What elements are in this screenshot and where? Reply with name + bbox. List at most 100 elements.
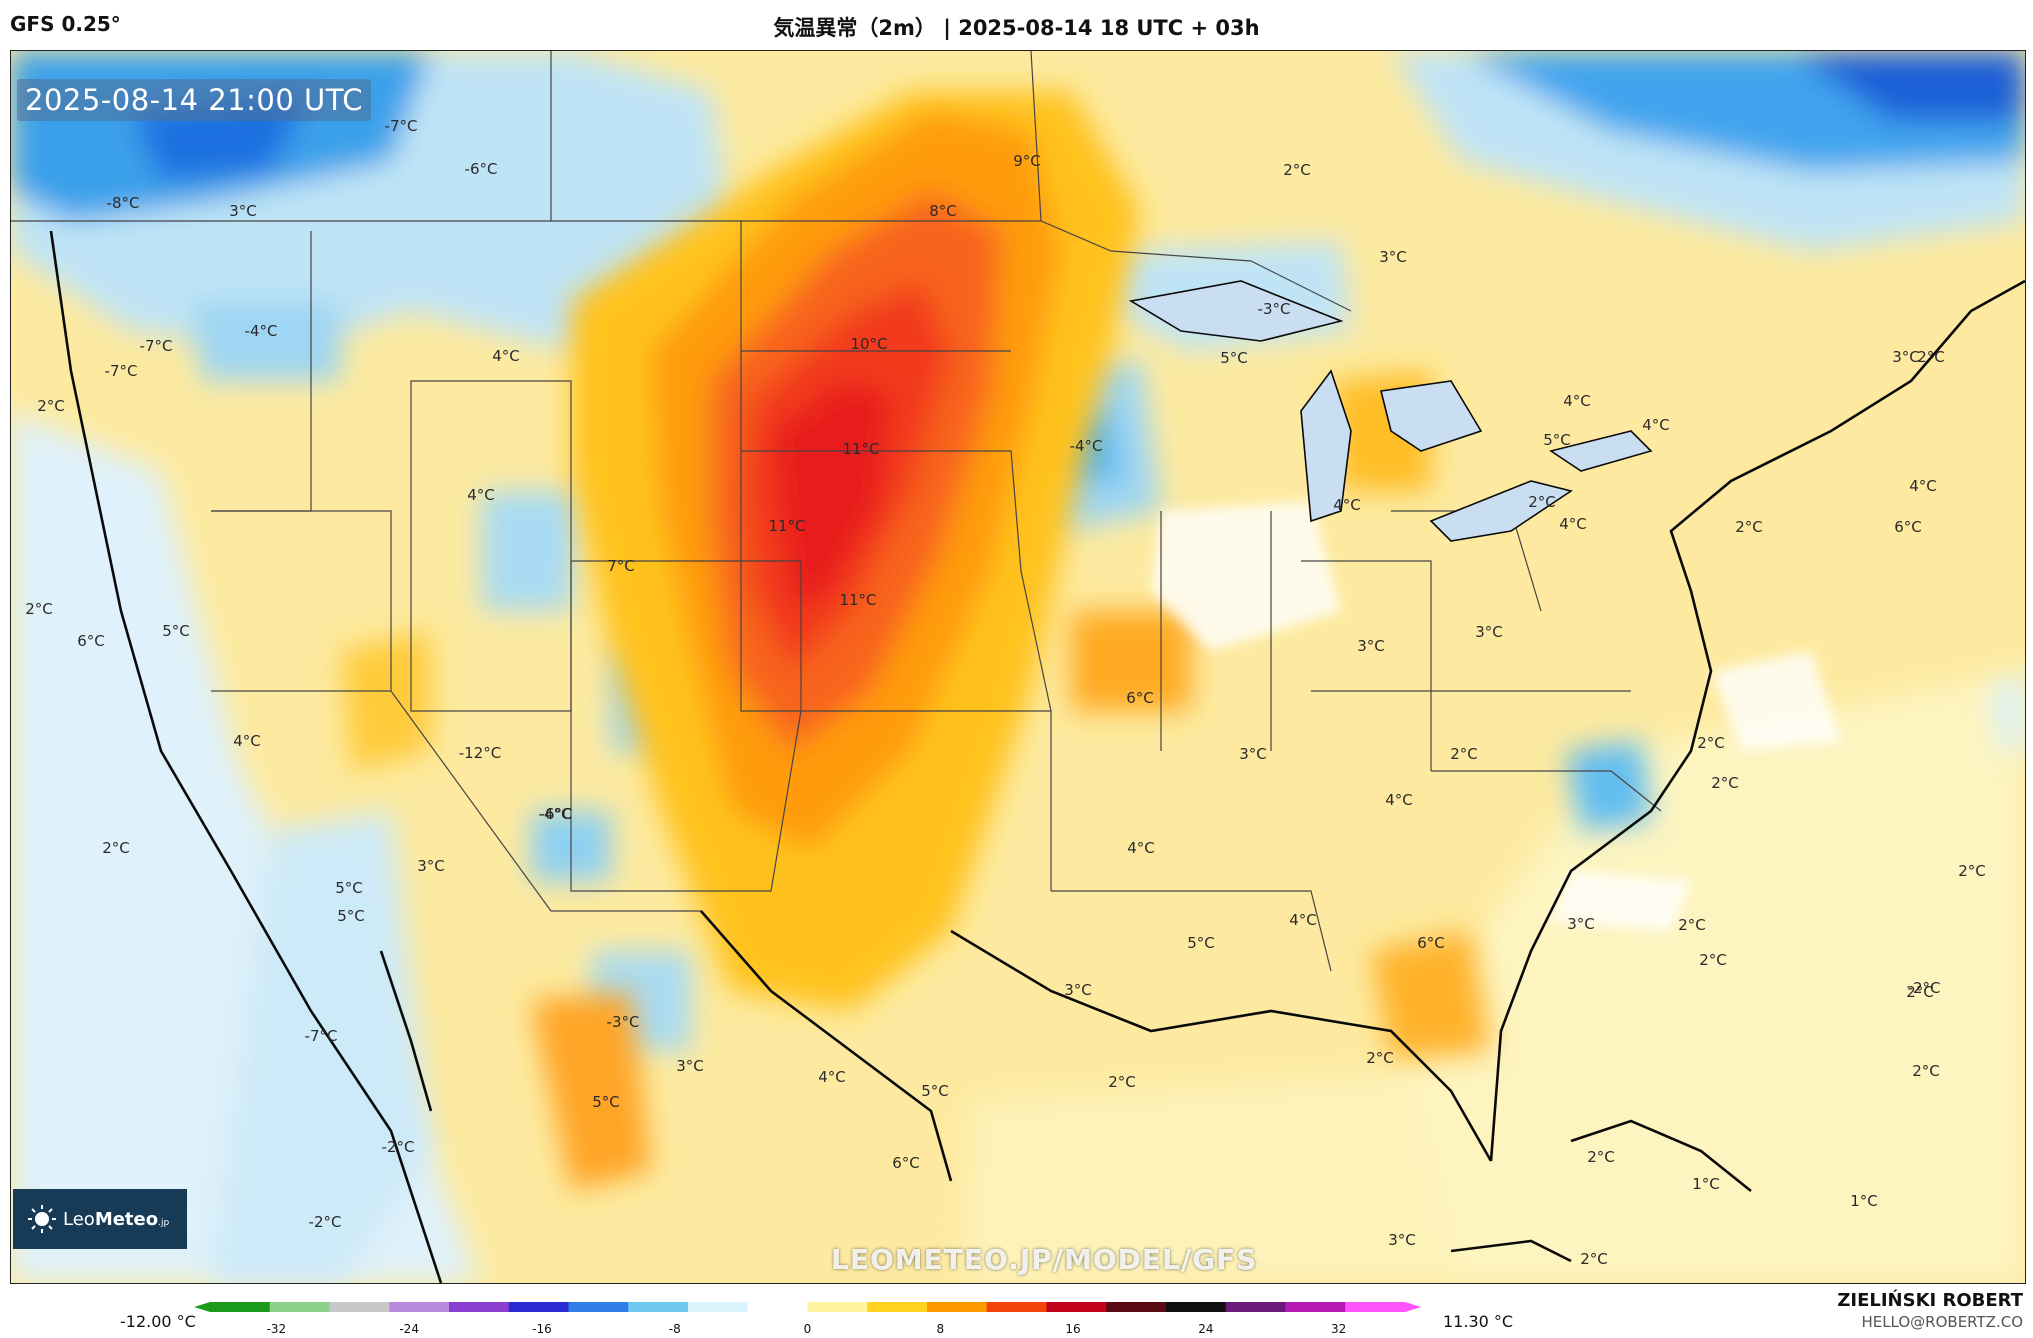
contour-label: 6°C	[1894, 518, 1922, 536]
colorbar-segment	[1106, 1302, 1167, 1312]
great-lakes	[1128, 280, 1653, 542]
contour-label: 2°C	[1580, 1250, 1608, 1268]
contour-label: -7°C	[384, 117, 418, 135]
contour-label: 5°C	[1187, 934, 1215, 952]
colorbar-tick-label: 32	[1330, 1322, 1347, 1336]
contour-label: 2°C	[1678, 916, 1706, 934]
leometeo-logo: LeoMeteo.jp	[13, 1189, 187, 1249]
colorbar-segment	[867, 1302, 928, 1312]
contour-label: 2°C	[1735, 518, 1763, 536]
contour-label: 3°C	[417, 857, 445, 875]
contour-label: -2°C	[381, 1138, 415, 1156]
contour-label: -12°C	[458, 744, 502, 762]
contour-label: -7°C	[304, 1027, 338, 1045]
author-credit: ZIELIŃSKI ROBERT HELLO@ROBERTZ.CO	[1837, 1290, 2023, 1331]
contour-label: 4°C	[818, 1068, 846, 1086]
colorbar-segment	[568, 1302, 629, 1312]
contour-label: 3°C	[1239, 745, 1267, 763]
contour-label: 4°C	[233, 732, 261, 750]
anomaly-field	[11, 51, 2025, 1283]
contour-label: 2°C	[102, 839, 130, 857]
contour-label: 3°C	[1892, 348, 1920, 366]
contour-label: 2°C	[1699, 951, 1727, 969]
contour-label: 3°C	[1388, 1231, 1416, 1249]
contour-label: -3°C	[1257, 300, 1291, 318]
contour-label: -8°C	[106, 194, 140, 212]
contour-label: 2°C	[1366, 1049, 1394, 1067]
contour-label: 2°C	[1108, 1073, 1136, 1091]
contour-label: 4°C	[1563, 392, 1591, 410]
border-lines	[11, 51, 1662, 972]
contour-label: 11°C	[839, 591, 877, 609]
contour-label: -6°C	[464, 160, 498, 178]
model-name: GFS 0.25°	[10, 12, 121, 36]
contour-label: 3°C	[1567, 915, 1595, 933]
contour-label: 10°C	[850, 335, 888, 353]
colorbar-segment	[1345, 1302, 1406, 1312]
colorbar-tick-label: 16	[1065, 1322, 1081, 1336]
contour-label: 5°C	[921, 1082, 949, 1100]
contour-label: 5°C	[1543, 431, 1571, 449]
colorbar-tick-label: -32	[266, 1322, 287, 1336]
warm-anomaly-areas	[341, 91, 1491, 1191]
colorbar-tick-label: -16	[532, 1322, 552, 1336]
colorbar-segment	[449, 1302, 510, 1312]
colorbar-ticks: -32 -24 -16 -8 0 8 16 24 32	[0, 1322, 2033, 1338]
contour-label: -2°C	[1907, 979, 1941, 997]
contour-label: 2°C	[1587, 1148, 1615, 1166]
colorbar-max-label: 11.30 °C	[1443, 1312, 1514, 1331]
contour-label: 1°C	[1692, 1175, 1720, 1193]
colorbar-segment	[269, 1302, 330, 1312]
contour-label: 3°C	[1064, 981, 1092, 999]
watermark-url[interactable]: LEOMETEO.JP/MODEL/GFS	[831, 1243, 1258, 1276]
colorbar-segment	[628, 1302, 689, 1312]
contour-label: -7°C	[104, 362, 138, 380]
sun-icon	[28, 1205, 56, 1233]
contour-label: 2°C	[1528, 493, 1556, 511]
colorbar-segment	[1285, 1302, 1346, 1312]
colorbar-segment	[329, 1302, 390, 1312]
colorbar-min-label: -12.00 °C	[120, 1312, 196, 1331]
logo-text: LeoMeteo.jp	[63, 1208, 170, 1230]
contour-label: -4°C	[244, 322, 278, 340]
colorbar-max-arrow	[1405, 1302, 1421, 1312]
colorbar-segment	[688, 1302, 749, 1312]
author-email[interactable]: HELLO@ROBERTZ.CO	[1861, 1313, 2023, 1331]
colorbar-segment	[389, 1302, 450, 1312]
contour-label: 2°C	[1917, 348, 1945, 366]
colorbar-tick-label: 0	[803, 1322, 812, 1336]
contour-label: 4°C	[467, 486, 495, 504]
colorbar: -12.00 °C -32 -24 -16 -8 0 8 16 24 32 11.30 °C	[0, 1290, 2033, 1338]
contour-label: 6°C	[1126, 689, 1154, 707]
coastlines	[49, 230, 2025, 1283]
contour-label: 11°C	[842, 440, 880, 458]
colorbar-min-arrow	[194, 1302, 210, 1312]
contour-label: 5°C	[1220, 349, 1248, 367]
colorbar-tick-label: -8	[668, 1322, 681, 1336]
contour-label: -2°C	[308, 1213, 342, 1231]
contour-label: 2°C	[1697, 734, 1725, 752]
colorbar-scale	[194, 1302, 1421, 1312]
contour-label: 7°C	[607, 557, 635, 575]
colorbar-tick-label: 8	[936, 1322, 945, 1336]
colorbar-segment	[1166, 1302, 1227, 1312]
contour-label: 2°C	[1958, 862, 1986, 880]
contour-label: -7°C	[139, 337, 173, 355]
contour-label: 2°C	[1906, 983, 1934, 1001]
colorbar-segment	[1046, 1302, 1107, 1312]
colorbar-segment	[807, 1302, 868, 1312]
ocean-pale-areas	[11, 411, 2025, 1283]
author-name: ZIELIŃSKI ROBERT	[1837, 1290, 2023, 1311]
contour-label: 5°C	[337, 907, 365, 925]
colorbar-segment	[508, 1302, 569, 1312]
contour-label: 5°C	[335, 879, 363, 897]
contour-label: 3°C	[1379, 248, 1407, 266]
contour-label: 6°C	[892, 1154, 920, 1172]
contour-label: 8°C	[929, 202, 957, 220]
contour-label: 4°C	[1909, 477, 1937, 495]
contour-label: 2°C	[25, 600, 53, 618]
contour-label: 3°C	[1357, 637, 1385, 655]
contour-label: 4°C	[1642, 416, 1670, 434]
colorbar-segment	[747, 1302, 808, 1312]
contour-label: 5°C	[162, 622, 190, 640]
